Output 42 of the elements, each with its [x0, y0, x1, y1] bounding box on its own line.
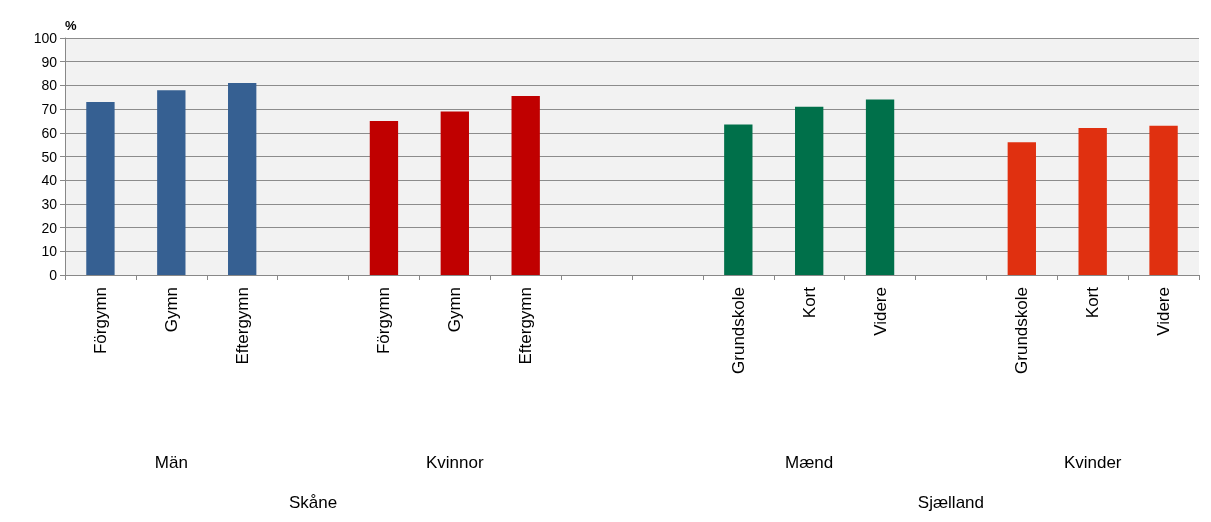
bar [511, 96, 540, 275]
x-tick-label: Kort [799, 286, 819, 319]
x-tick-label: Gymn [161, 287, 181, 333]
bar [1007, 142, 1036, 275]
x-tick-label: Förgymn [90, 287, 110, 355]
bar [724, 124, 753, 275]
y-tick-label: 30 [41, 195, 58, 212]
text: Sjælland [917, 492, 985, 512]
text: Mænd [785, 452, 834, 472]
y-tick-label: 70 [41, 101, 58, 118]
y-tick-label: 50 [41, 148, 58, 165]
x-tick-label: Videre [870, 287, 890, 336]
y-tick-label: 40 [41, 172, 58, 189]
text: Kvinnor [425, 452, 484, 472]
bar [1078, 128, 1107, 275]
text: Skåne [288, 492, 338, 512]
y-tick-label: 20 [41, 219, 58, 236]
x-tick-label: Videre [1154, 287, 1174, 336]
bar [86, 101, 115, 275]
bar [1149, 125, 1178, 275]
bar [795, 106, 824, 275]
y-tick-label: 60 [41, 124, 58, 141]
y-axis-title: % [65, 18, 77, 33]
x-tick-label: Gymn [445, 287, 465, 333]
x-tick-label: Förgymn [374, 287, 394, 355]
y-tick-label: 100 [33, 30, 58, 46]
bar [369, 120, 399, 275]
y-tick-label: 80 [41, 77, 58, 94]
bar [157, 90, 186, 275]
y-tick-label: 10 [41, 243, 58, 260]
x-tick-label: Eftergymn [232, 287, 252, 365]
y-tick-label: 90 [41, 53, 58, 70]
bar [865, 99, 895, 275]
x-tick-label: Kort [1083, 286, 1103, 319]
text: Män [154, 452, 188, 472]
bar [440, 111, 469, 275]
x-tick-label: Grundskole [728, 287, 748, 374]
bar [228, 83, 257, 275]
y-tick-label: 0 [49, 267, 58, 283]
x-tick-label: Grundskole [1012, 287, 1032, 374]
x-tick-label: Eftergymn [516, 287, 536, 365]
text: Kvinder [1063, 452, 1122, 472]
